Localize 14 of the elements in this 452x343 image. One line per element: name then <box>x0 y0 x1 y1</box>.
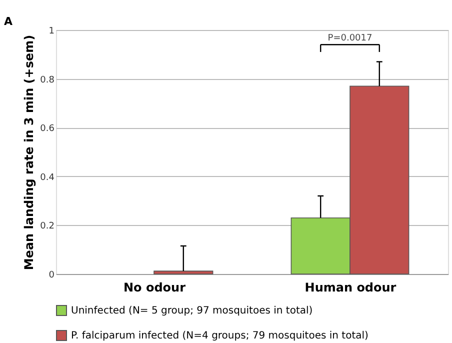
y-tick-label: 0.8 <box>40 75 55 86</box>
legend-label: Uninfected (N= 5 group; 97 mosquitoes in total) <box>71 306 313 316</box>
y-tick-label: 0 <box>48 270 55 280</box>
y-tick-label: 0.4 <box>40 172 55 183</box>
annotation: P=0.0017 <box>328 34 372 44</box>
y-axis-title: Mean landing rate in 3 min (+sem) <box>22 34 36 270</box>
bar <box>154 270 214 274</box>
text: A <box>4 15 13 28</box>
x-tick-label: No odour <box>123 280 186 294</box>
y-tick-label: 1 <box>48 26 54 36</box>
y-tick-label: 0.6 <box>40 124 55 134</box>
y-tick-label: 0.2 <box>40 222 54 232</box>
x-tick-label: Human odour <box>304 280 396 294</box>
legend-label: P. falciparum infected (N=4 groups; 79 mosquitoes in total) <box>71 330 369 342</box>
